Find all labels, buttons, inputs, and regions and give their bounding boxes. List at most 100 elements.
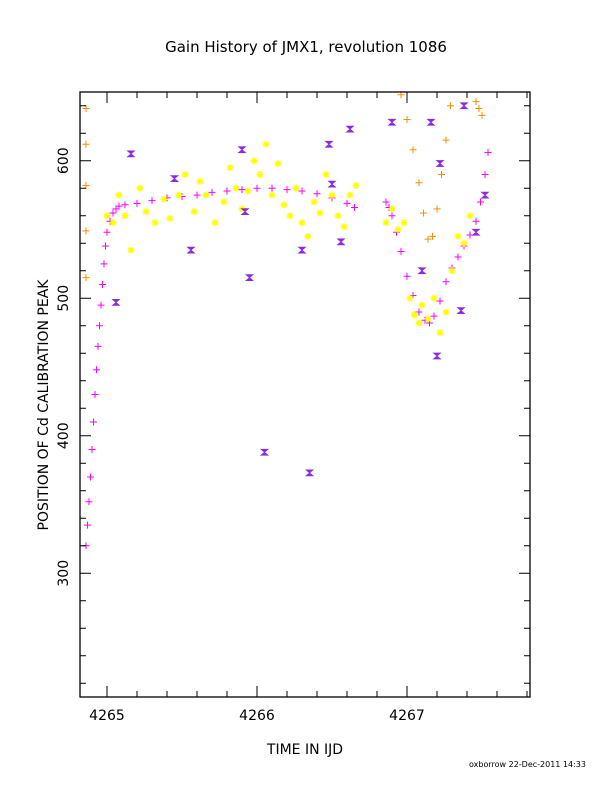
x-axis-label: TIME IN IJD xyxy=(266,742,343,758)
data-point xyxy=(432,352,442,360)
data-point xyxy=(400,219,408,227)
data-point xyxy=(262,140,270,148)
data-point xyxy=(109,219,117,227)
data-point xyxy=(310,198,318,206)
data-point xyxy=(298,187,306,195)
data-point xyxy=(430,294,438,302)
data-point xyxy=(127,246,135,254)
data-point xyxy=(409,146,417,154)
data-point xyxy=(478,111,486,119)
data-point xyxy=(484,149,492,156)
data-point xyxy=(87,473,94,481)
data-point xyxy=(94,342,102,350)
data-point xyxy=(111,298,121,306)
data-point xyxy=(202,191,210,199)
data-point xyxy=(313,190,321,198)
data-point xyxy=(343,199,351,207)
data-point xyxy=(430,312,438,320)
data-point xyxy=(250,157,258,165)
data-point xyxy=(148,197,156,205)
data-point xyxy=(240,208,250,216)
data-point xyxy=(442,278,450,286)
data-point xyxy=(82,274,90,282)
data-point xyxy=(433,205,441,213)
data-point xyxy=(454,232,462,240)
data-point xyxy=(253,184,261,192)
y-tick-label: 600 xyxy=(56,147,72,174)
data-point xyxy=(388,212,396,220)
data-point xyxy=(136,184,144,192)
credit-text: oxborrow 22-Dec-2011 14:33 xyxy=(469,760,586,769)
data-point xyxy=(415,179,423,187)
y-tick-label: 300 xyxy=(56,560,72,587)
data-point xyxy=(133,199,141,207)
data-point xyxy=(417,267,427,275)
data-point xyxy=(190,208,198,216)
data-point xyxy=(340,223,348,231)
data-point xyxy=(91,391,99,398)
data-point xyxy=(394,226,402,233)
data-point xyxy=(268,184,276,192)
data-point xyxy=(472,98,480,106)
data-point xyxy=(88,446,96,453)
data-point xyxy=(232,184,240,192)
data-point xyxy=(334,212,342,220)
data-point xyxy=(102,242,109,250)
data-point xyxy=(336,238,346,246)
y-tick-label: 400 xyxy=(56,422,72,449)
data-point xyxy=(426,118,436,126)
data-point xyxy=(211,219,219,227)
data-point xyxy=(324,140,334,148)
data-point xyxy=(447,102,454,110)
x-tick-label: 4266 xyxy=(239,708,275,724)
data-point xyxy=(226,164,234,172)
data-point xyxy=(121,212,129,220)
data-point xyxy=(436,329,444,337)
data-point xyxy=(220,198,228,206)
data-point xyxy=(96,322,103,330)
data-point xyxy=(166,215,174,222)
data-point xyxy=(292,184,300,192)
y-tick-label: 500 xyxy=(56,285,72,312)
data-point xyxy=(196,177,204,185)
data-point xyxy=(481,171,489,178)
data-point xyxy=(82,140,90,148)
data-point xyxy=(97,301,105,309)
data-point xyxy=(435,160,445,167)
data-point xyxy=(160,195,168,203)
data-point xyxy=(475,105,483,112)
data-point xyxy=(237,146,247,154)
data-point xyxy=(238,186,246,194)
data-point xyxy=(99,281,106,288)
data-point xyxy=(351,204,358,211)
data-point xyxy=(456,307,466,315)
data-point xyxy=(103,212,111,220)
data-point xyxy=(93,366,100,374)
data-point xyxy=(415,319,423,327)
data-point xyxy=(256,171,264,178)
data-point xyxy=(151,219,159,227)
data-point xyxy=(316,209,324,217)
data-point xyxy=(471,228,481,236)
chart-title: Gain History of JMX1, revolution 1086 xyxy=(165,38,447,56)
data-point xyxy=(304,232,312,240)
data-point xyxy=(424,315,432,323)
data-point xyxy=(244,274,255,282)
data-point xyxy=(115,202,123,210)
data-point xyxy=(382,198,390,206)
data-point xyxy=(286,212,294,220)
data-point xyxy=(472,217,480,225)
data-point xyxy=(126,150,136,158)
data-point xyxy=(121,201,129,209)
data-point xyxy=(90,418,97,426)
data-point xyxy=(328,191,336,199)
data-point xyxy=(345,125,355,133)
data-point xyxy=(115,191,123,199)
data-point xyxy=(181,171,189,178)
data-point xyxy=(442,136,450,144)
data-point xyxy=(418,301,426,309)
data-point xyxy=(477,198,484,206)
data-point xyxy=(346,191,354,199)
data-point xyxy=(169,175,180,183)
data-point xyxy=(438,171,445,178)
